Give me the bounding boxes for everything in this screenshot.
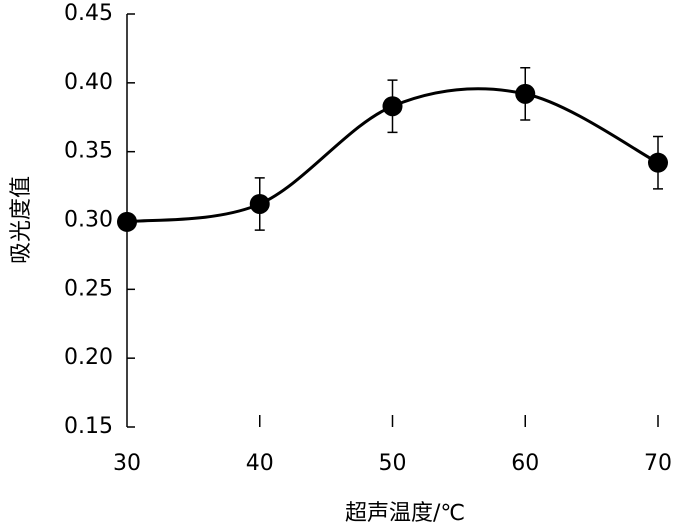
y-tick-label: 0.40	[64, 70, 113, 95]
y-tick-label: 0.20	[64, 345, 113, 370]
y-axis-label: 吸光度值	[9, 176, 34, 264]
point	[515, 83, 536, 104]
y-tick-label: 0.25	[64, 276, 113, 301]
x-tick-label: 60	[511, 451, 539, 476]
point	[249, 193, 270, 214]
y-tick-label: 0.35	[64, 139, 113, 164]
x-axis-label: 超声温度/℃	[345, 501, 465, 526]
x-tick-label: 70	[644, 451, 672, 476]
point	[382, 96, 403, 117]
x-tick-label: 50	[379, 451, 407, 476]
x-tick-label: 40	[246, 451, 274, 476]
y-tick-label: 0.15	[64, 414, 113, 439]
x-tick-label: 30	[113, 451, 141, 476]
y-tick-label: 0.45	[64, 1, 113, 26]
point	[648, 152, 668, 173]
y-tick-label: 0.30	[64, 208, 113, 233]
point	[117, 211, 137, 232]
